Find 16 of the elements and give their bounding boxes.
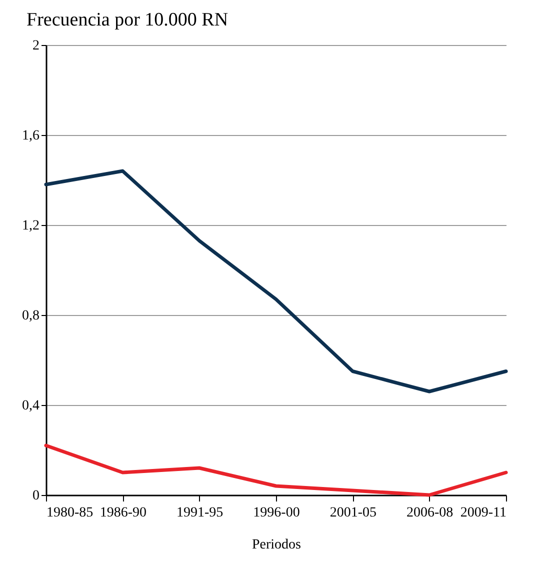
y-axis-title: Frecuencia por 10.000 RN (26, 10, 228, 30)
x-tick-label: 1986-90 (100, 506, 147, 520)
y-tick-label: 2 (32, 38, 40, 54)
x-tick-label: 1996-00 (253, 506, 300, 520)
x-axis-title: Periodos (252, 538, 301, 552)
y-tick-label: 1,2 (22, 218, 40, 234)
x-tick-label: 2009-11 (460, 506, 506, 520)
y-tick-label: 0 (32, 488, 40, 504)
y-tick-label: 1,6 (22, 128, 40, 144)
x-tick-label: 2001-05 (330, 506, 377, 520)
y-tick-label: 0,4 (22, 398, 40, 414)
y-tick-label: 0,8 (22, 308, 40, 324)
line-series (44, 169, 508, 394)
x-tick-label: 2006-08 (406, 506, 454, 520)
x-tick-label: 1980-85 (46, 506, 94, 520)
x-tick-label: 1991-95 (176, 506, 224, 520)
